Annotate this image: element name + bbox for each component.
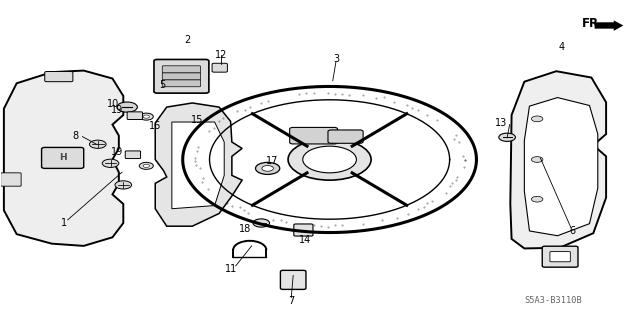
Text: 11: 11 — [225, 264, 237, 274]
Text: 19: 19 — [111, 146, 124, 157]
Circle shape — [102, 159, 119, 167]
FancyBboxPatch shape — [294, 224, 313, 236]
Circle shape — [143, 164, 150, 167]
FancyBboxPatch shape — [328, 130, 363, 143]
FancyBboxPatch shape — [154, 59, 209, 93]
Circle shape — [531, 196, 543, 202]
FancyBboxPatch shape — [1, 173, 21, 186]
Circle shape — [140, 113, 154, 120]
Text: 1: 1 — [61, 218, 67, 228]
FancyBboxPatch shape — [125, 151, 141, 159]
Text: 6: 6 — [569, 226, 575, 236]
Text: 7: 7 — [288, 296, 294, 306]
Polygon shape — [156, 103, 242, 226]
Text: 14: 14 — [298, 235, 311, 246]
Circle shape — [115, 181, 132, 189]
Polygon shape — [510, 71, 606, 249]
Polygon shape — [524, 98, 598, 236]
Circle shape — [140, 162, 154, 169]
Circle shape — [531, 116, 543, 122]
FancyBboxPatch shape — [42, 147, 84, 168]
Circle shape — [255, 162, 280, 174]
Polygon shape — [595, 20, 623, 31]
Text: 2: 2 — [185, 35, 191, 45]
Circle shape — [262, 166, 273, 171]
Text: 16: 16 — [149, 121, 161, 131]
FancyBboxPatch shape — [550, 252, 570, 262]
FancyBboxPatch shape — [45, 71, 73, 82]
Text: 4: 4 — [558, 42, 564, 52]
FancyBboxPatch shape — [163, 80, 200, 87]
FancyBboxPatch shape — [290, 127, 337, 144]
FancyBboxPatch shape — [163, 66, 200, 73]
FancyBboxPatch shape — [212, 63, 227, 72]
Text: 18: 18 — [239, 224, 251, 234]
Text: 17: 17 — [266, 156, 278, 166]
Circle shape — [531, 157, 543, 162]
FancyBboxPatch shape — [542, 246, 578, 267]
Text: 19: 19 — [111, 105, 124, 115]
Text: S5A3-B3110B: S5A3-B3110B — [524, 296, 582, 305]
Text: 12: 12 — [215, 50, 227, 60]
Polygon shape — [4, 70, 124, 246]
Text: 15: 15 — [191, 115, 204, 125]
Text: 3: 3 — [333, 55, 339, 64]
FancyBboxPatch shape — [127, 112, 143, 120]
Text: 10: 10 — [107, 99, 119, 109]
Text: H: H — [59, 153, 67, 162]
Text: 5: 5 — [159, 80, 165, 90]
Circle shape — [143, 115, 150, 118]
Circle shape — [253, 219, 269, 227]
Circle shape — [90, 140, 106, 148]
Circle shape — [303, 146, 356, 173]
Circle shape — [288, 139, 371, 180]
Text: FR.: FR. — [582, 17, 604, 30]
Circle shape — [117, 102, 138, 112]
Circle shape — [499, 133, 515, 141]
Text: 8: 8 — [72, 131, 79, 141]
Text: 13: 13 — [495, 118, 507, 128]
FancyBboxPatch shape — [163, 73, 200, 80]
FancyBboxPatch shape — [280, 270, 306, 289]
Polygon shape — [172, 122, 224, 209]
